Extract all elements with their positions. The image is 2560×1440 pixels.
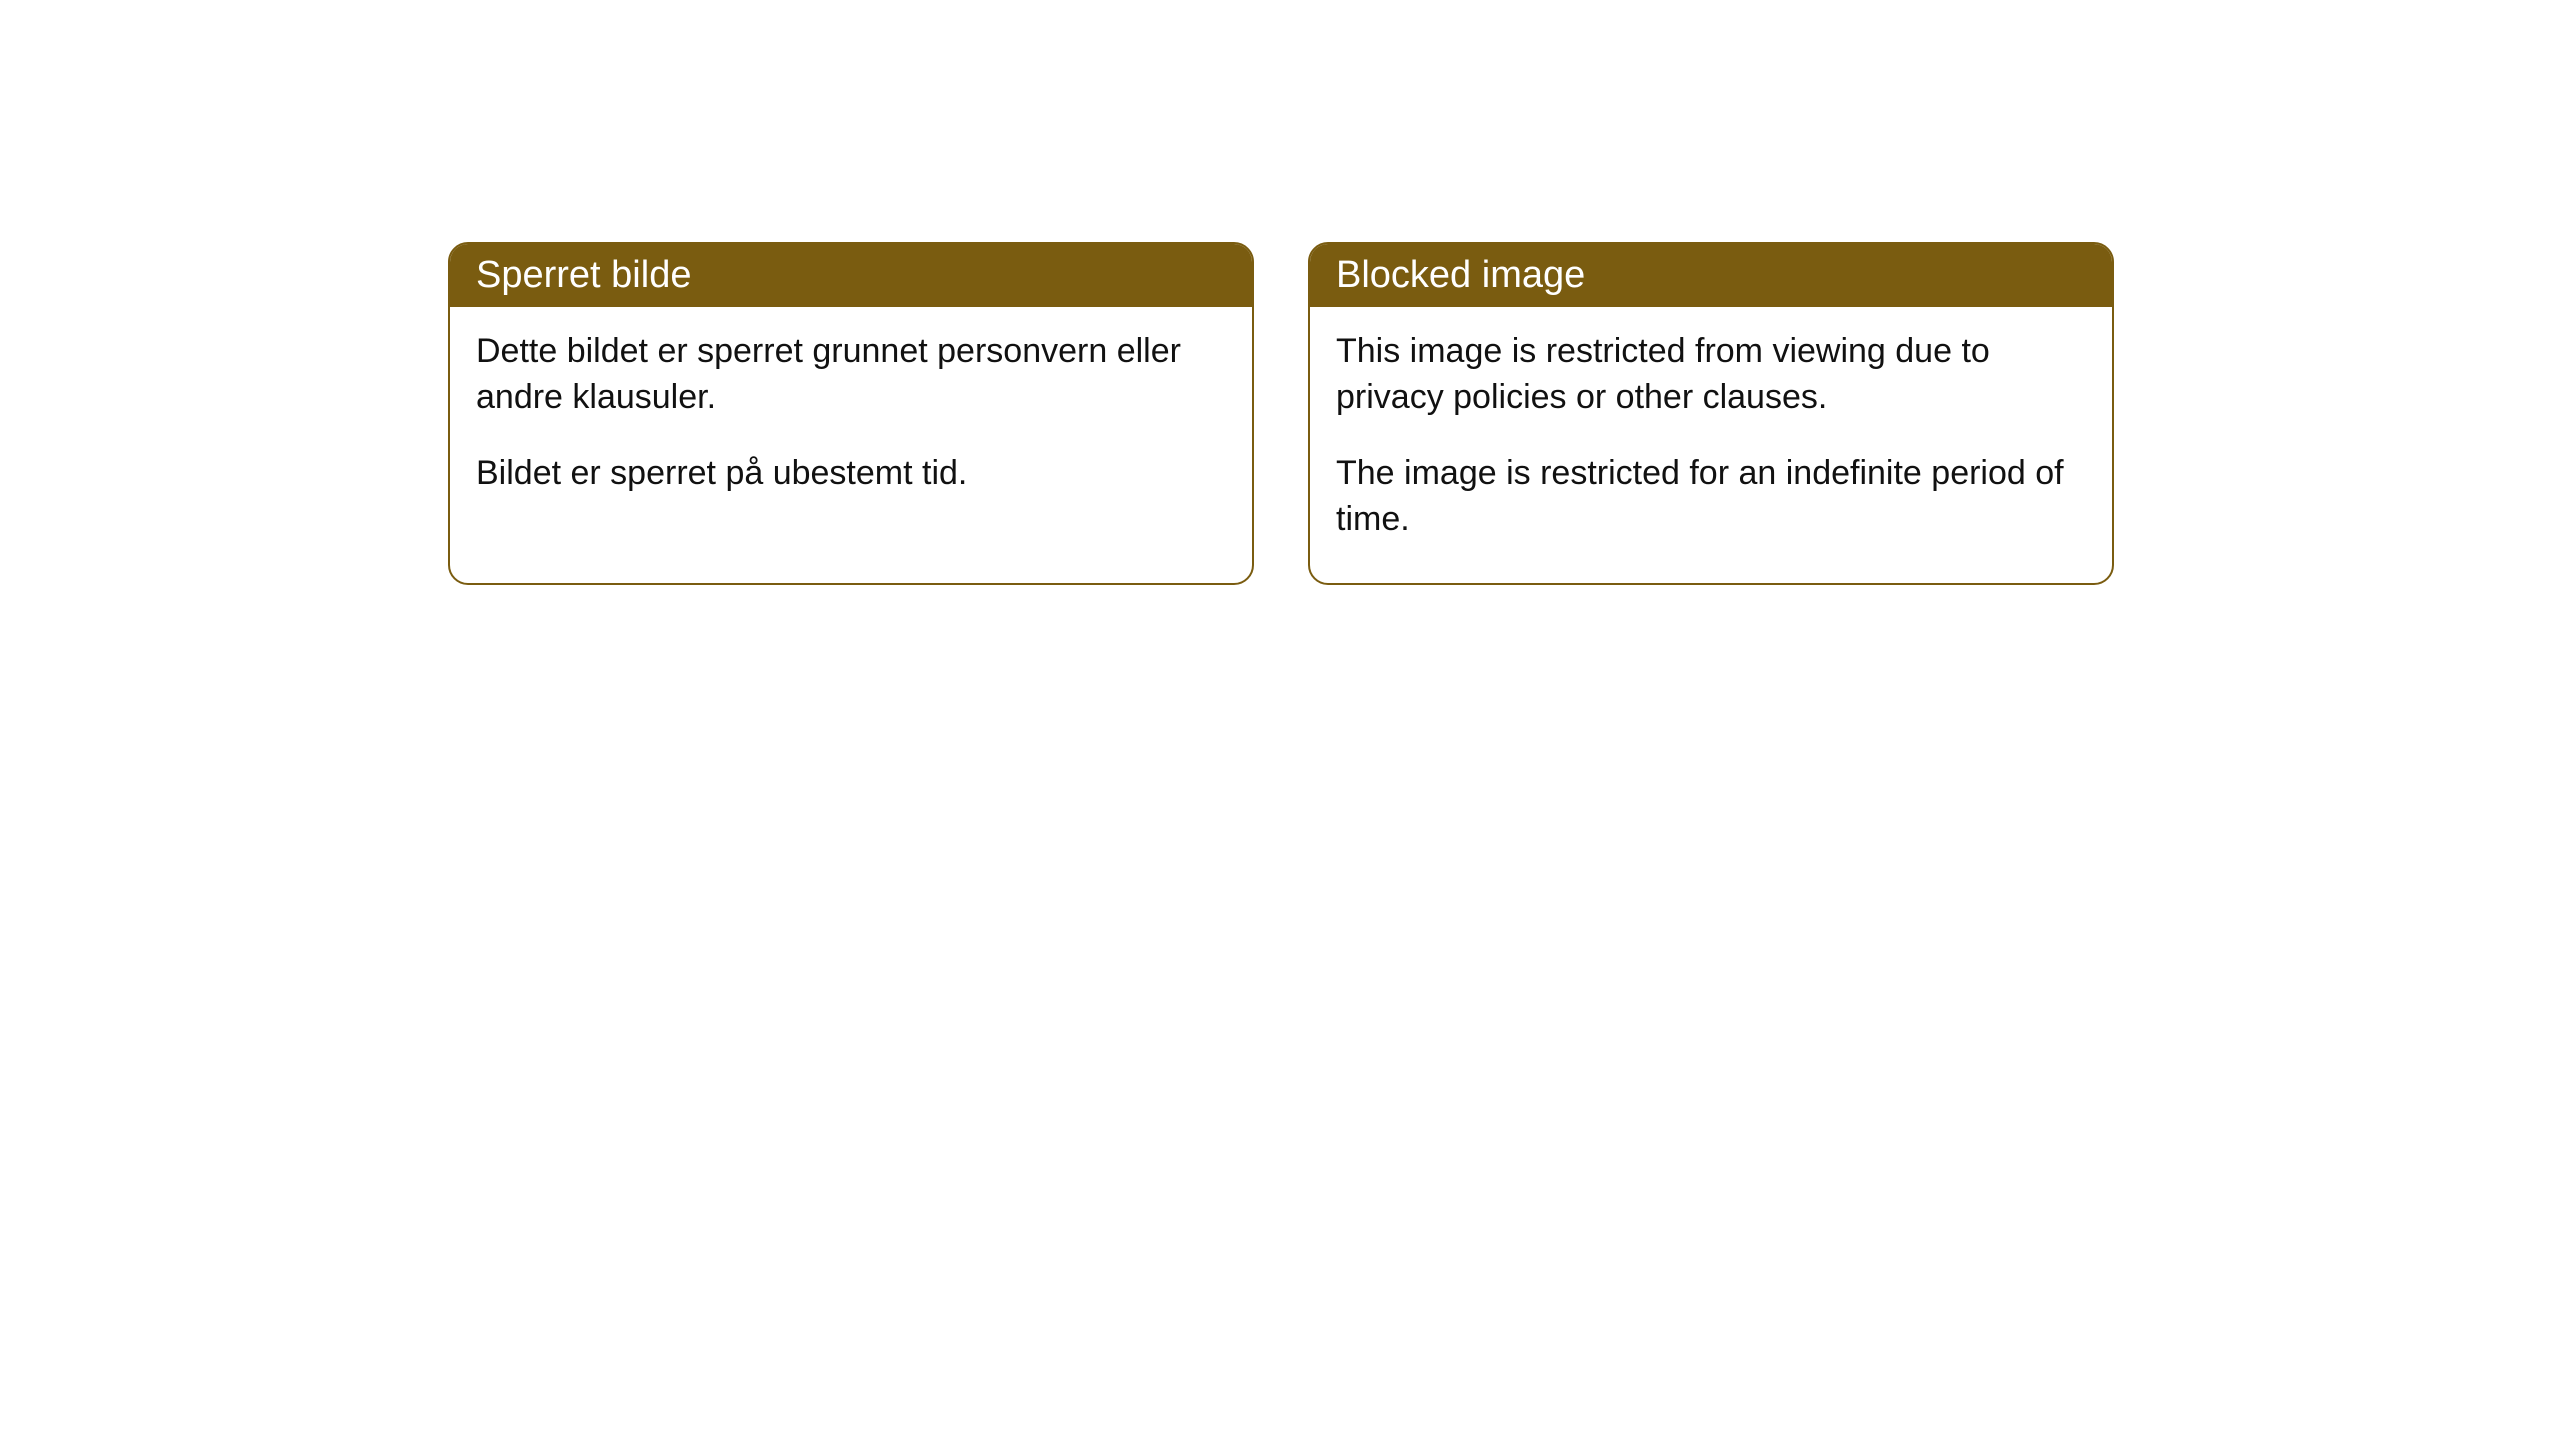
card-paragraph: This image is restricted from viewing du… bbox=[1336, 329, 2086, 421]
card-paragraph: The image is restricted for an indefinit… bbox=[1336, 451, 2086, 543]
card-body: Dette bildet er sperret grunnet personve… bbox=[450, 307, 1252, 537]
card-header: Blocked image bbox=[1310, 244, 2112, 307]
notice-card-norwegian: Sperret bilde Dette bildet er sperret gr… bbox=[448, 242, 1254, 585]
card-title: Blocked image bbox=[1336, 254, 1585, 296]
card-header: Sperret bilde bbox=[450, 244, 1252, 307]
notice-container: Sperret bilde Dette bildet er sperret gr… bbox=[448, 242, 2114, 585]
card-title: Sperret bilde bbox=[476, 254, 691, 296]
notice-card-english: Blocked image This image is restricted f… bbox=[1308, 242, 2114, 585]
card-body: This image is restricted from viewing du… bbox=[1310, 307, 2112, 583]
card-paragraph: Bildet er sperret på ubestemt tid. bbox=[476, 451, 1226, 497]
card-paragraph: Dette bildet er sperret grunnet personve… bbox=[476, 329, 1226, 421]
